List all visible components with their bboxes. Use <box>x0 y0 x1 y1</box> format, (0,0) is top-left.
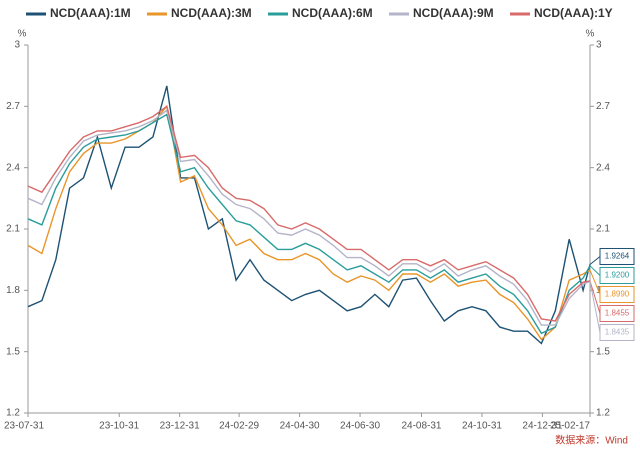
y-tick-label: 1.5 <box>6 346 20 357</box>
y2-tick-label: 1.5 <box>596 346 610 357</box>
end-label-leader <box>589 281 601 333</box>
y-tick-label: 2.4 <box>6 162 20 173</box>
x-tick-label: 24-12-31 <box>522 421 562 432</box>
end-label: 1.9264 <box>589 247 635 265</box>
end-label-box <box>599 247 635 265</box>
y2-tick-label: 2.4 <box>596 162 610 173</box>
end-label-leader <box>589 256 601 265</box>
y2-tick-label: 2.1 <box>596 224 610 235</box>
y-tick-label: 2.1 <box>6 224 20 235</box>
end-label-leader <box>589 280 601 314</box>
x-tick-label: 24-08-31 <box>401 421 441 432</box>
end-label-text: 1.8435 <box>605 328 630 337</box>
end-label-box <box>599 304 635 322</box>
x-tick-label: 24-04-30 <box>280 421 320 432</box>
y2-unit: % <box>586 29 595 40</box>
x-tick-label: 23-10-31 <box>99 421 139 432</box>
y2-tick-label: 1.2 <box>596 408 610 419</box>
end-label-text: 1.9264 <box>605 252 630 261</box>
end-label-leader <box>589 269 601 295</box>
end-label-text: 1.8455 <box>605 309 630 318</box>
y-tick-label: 3 <box>14 40 20 51</box>
end-label: 1.8435 <box>589 281 635 341</box>
end-label: 1.8990 <box>589 269 635 303</box>
end-label-text: 1.9200 <box>605 271 630 280</box>
end-label-text: 1.8990 <box>605 290 630 299</box>
y-tick-label: 1.8 <box>6 285 20 296</box>
y-tick-label: 2.7 <box>6 101 20 112</box>
end-label-box <box>599 323 635 341</box>
series-line <box>27 113 591 335</box>
x-tick-label: 24-10-31 <box>462 421 502 432</box>
legend-label: NCD(AAA):6M <box>292 6 373 20</box>
legend-label: NCD(AAA):9M <box>413 6 494 20</box>
y-unit: % <box>18 29 27 40</box>
series-line <box>27 105 591 322</box>
x-tick-label: 24-02-29 <box>219 421 259 432</box>
source-note: 数据来源：Wind <box>555 434 628 447</box>
x-tick-label: 25-02-17 <box>550 421 590 432</box>
series-line <box>27 85 591 345</box>
series-line <box>27 109 591 326</box>
x-tick-label: 23-07-31 <box>4 421 44 432</box>
y-tick-label: 1.2 <box>6 408 20 419</box>
end-label-leader <box>589 265 601 276</box>
x-tick-label: 24-06-30 <box>340 421 380 432</box>
end-label-box <box>599 266 635 284</box>
end-label-box <box>599 285 635 303</box>
end-label: 1.9200 <box>589 265 635 284</box>
legend-label: NCD(AAA):3M <box>171 6 252 20</box>
x-tick-label: 23-12-31 <box>160 421 200 432</box>
legend-label: NCD(AAA):1Y <box>534 6 613 20</box>
y2-tick-label: 3 <box>596 40 602 51</box>
legend-label: NCD(AAA):1M <box>50 6 131 20</box>
series-line <box>27 104 591 341</box>
end-label: 1.8455 <box>589 280 635 322</box>
y2-tick-label: 2.7 <box>596 101 610 112</box>
